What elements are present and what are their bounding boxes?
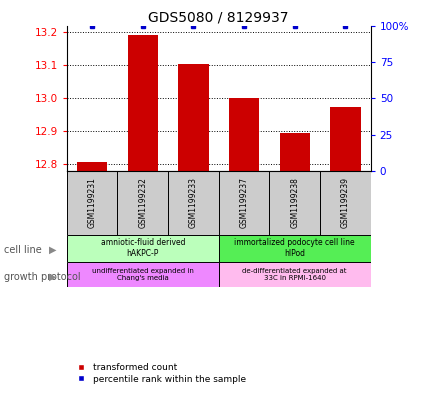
Text: growth protocol: growth protocol bbox=[4, 272, 81, 282]
Bar bbox=[269, 171, 319, 235]
Bar bbox=[218, 262, 370, 287]
Text: GSM1199233: GSM1199233 bbox=[188, 177, 197, 228]
Text: GSM1199231: GSM1199231 bbox=[87, 177, 96, 228]
Text: GSM1199232: GSM1199232 bbox=[138, 177, 147, 228]
Bar bbox=[228, 98, 259, 171]
Bar bbox=[127, 35, 157, 171]
Text: GSM1199238: GSM1199238 bbox=[289, 177, 298, 228]
Bar bbox=[178, 64, 208, 171]
Bar bbox=[67, 235, 218, 262]
Text: ▶: ▶ bbox=[49, 244, 56, 255]
Bar bbox=[279, 133, 309, 171]
Text: undifferentiated expanded in
Chang's media: undifferentiated expanded in Chang's med… bbox=[92, 268, 193, 281]
Bar bbox=[77, 162, 107, 171]
Bar bbox=[218, 235, 370, 262]
Legend: transformed count, percentile rank within the sample: transformed count, percentile rank withi… bbox=[71, 362, 246, 385]
Text: amniotic-fluid derived
hAKPC-P: amniotic-fluid derived hAKPC-P bbox=[100, 238, 184, 258]
Text: cell line: cell line bbox=[4, 244, 42, 255]
Bar bbox=[329, 107, 359, 171]
Text: GSM1199239: GSM1199239 bbox=[340, 177, 349, 228]
Bar bbox=[67, 171, 117, 235]
Text: immortalized podocyte cell line
hIPod: immortalized podocyte cell line hIPod bbox=[234, 238, 354, 258]
Text: ▶: ▶ bbox=[49, 272, 56, 282]
Title: GDS5080 / 8129937: GDS5080 / 8129937 bbox=[148, 10, 288, 24]
Bar bbox=[67, 262, 218, 287]
Bar bbox=[168, 171, 218, 235]
Bar bbox=[117, 171, 168, 235]
Bar bbox=[218, 171, 269, 235]
Text: de-differentiated expanded at
33C in RPMI-1640: de-differentiated expanded at 33C in RPM… bbox=[242, 268, 346, 281]
Text: GSM1199237: GSM1199237 bbox=[239, 177, 248, 228]
Bar bbox=[319, 171, 370, 235]
